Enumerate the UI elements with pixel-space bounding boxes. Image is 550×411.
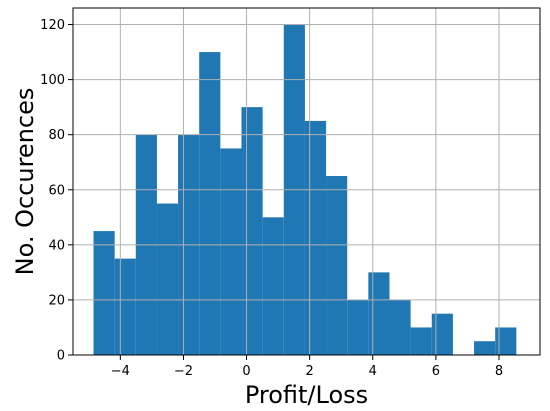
histogram-bar: [241, 107, 263, 356]
y-axis-ticks: 0 20 40 60 80 100 120: [40, 18, 73, 364]
histogram-bar: [156, 203, 179, 355]
histogram-bar: [93, 231, 115, 355]
y-tick-label: 40: [48, 238, 65, 253]
y-tick-label: 80: [48, 128, 65, 143]
histogram-bar: [368, 272, 390, 355]
histogram-bar: [389, 299, 411, 355]
histogram-bar: [431, 313, 453, 355]
histogram-bar: [347, 299, 369, 355]
y-tick-label: 60: [48, 183, 65, 198]
y-tick-label: 0: [57, 349, 65, 364]
histogram-bars: [93, 24, 517, 356]
histogram-bar: [326, 175, 348, 355]
x-tick-label: −2: [174, 364, 193, 379]
x-tick-label: 8: [495, 364, 503, 379]
histogram-bar: [495, 327, 517, 355]
x-axis-ticks: −4 −2 0 2 4 6 8: [111, 355, 503, 379]
x-axis-title: Profit/Loss: [245, 381, 368, 409]
plot-frame: [72, 7, 541, 356]
x-tick-label: 2: [306, 364, 314, 379]
y-axis-title: No. Occurences: [11, 88, 39, 276]
histogram-bar: [474, 341, 496, 355]
histogram-bar: [114, 258, 136, 355]
histogram-bar: [199, 52, 221, 356]
x-tick-label: −4: [111, 364, 130, 379]
x-tick-label: 6: [432, 364, 440, 379]
histogram-bar: [410, 327, 432, 355]
histogram-bar: [262, 217, 284, 355]
y-tick-label: 120: [40, 18, 65, 33]
x-tick-label: 4: [369, 364, 377, 379]
histogram-bar: [220, 148, 242, 355]
x-tick-label: 0: [242, 364, 250, 379]
histogram-bar: [304, 120, 327, 356]
y-tick-label: 20: [48, 293, 65, 308]
y-tick-label: 100: [40, 73, 65, 88]
